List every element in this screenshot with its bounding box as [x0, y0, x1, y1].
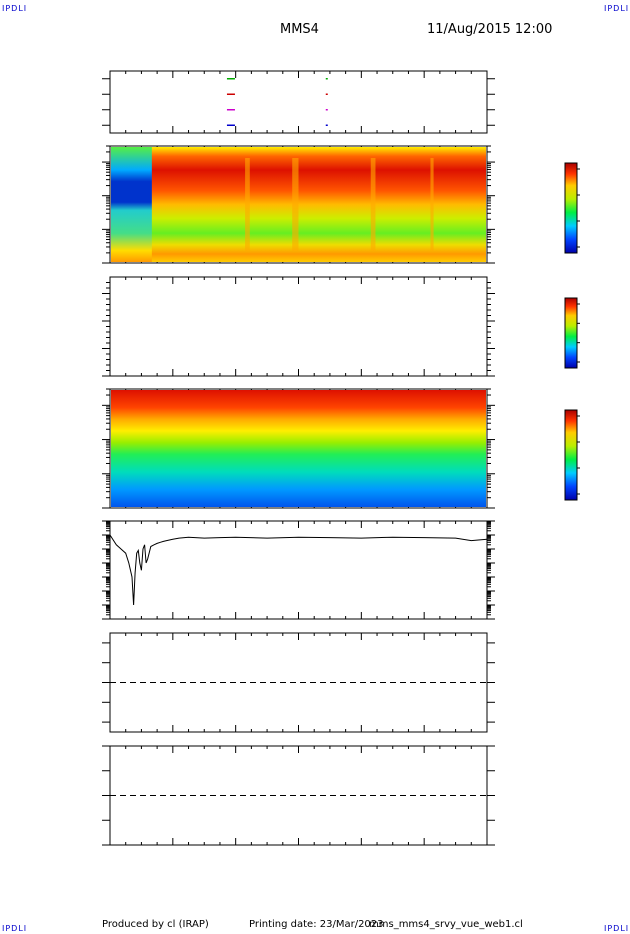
des-spectrogram-early	[111, 147, 152, 262]
spacecraft-title: MMS4	[280, 22, 319, 37]
des-spectrogram-stripe	[370, 158, 376, 251]
panel-frame-4	[109, 520, 488, 620]
colorbar	[564, 297, 578, 369]
dis-spectrogram	[111, 390, 486, 507]
datetime-title: 11/Aug/2015 12:00	[427, 22, 553, 37]
colorbar	[564, 409, 578, 501]
des-spectrogram-stripe	[292, 158, 299, 251]
des-spectrogram-stripe	[430, 158, 434, 251]
density-line	[109, 534, 488, 606]
corner-label-bottom-left: IPDLI	[2, 924, 28, 933]
corner-label-bottom-right: IPDLI	[604, 924, 630, 933]
panel-frame-0	[109, 70, 488, 134]
colorbar	[564, 162, 578, 254]
panel-frame-2	[109, 276, 488, 377]
des-spectrogram-stripe	[245, 158, 250, 251]
footer-script-name: mms_mms4_srvy_vue_web1.cl	[369, 919, 523, 930]
corner-label-top-right: IPDLI	[604, 4, 630, 13]
footer-printing-date: Printing date: 23/Mar/2023	[249, 919, 384, 930]
corner-label-top-left: IPDLI	[2, 4, 28, 13]
footer-produced-by: Produced by cl (IRAP)	[102, 919, 209, 930]
